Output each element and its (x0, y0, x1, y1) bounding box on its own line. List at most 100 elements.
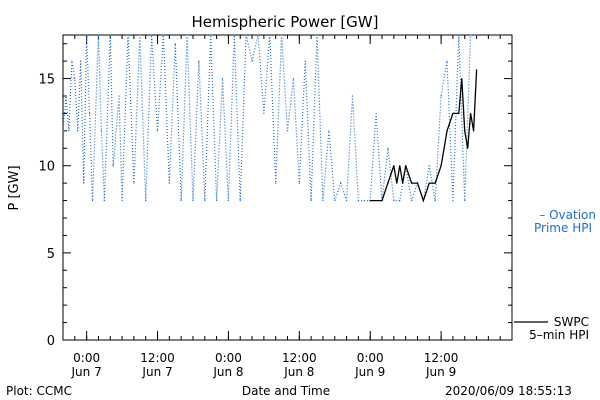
y-axis-label: P [GW] (7, 165, 22, 210)
ovation-prime-point (71, 60, 73, 62)
ovation-prime-point (68, 130, 70, 132)
ovation-prime-point (310, 199, 312, 202)
ovation-prime-point (304, 60, 306, 62)
swpc-point (434, 182, 436, 184)
swpc-point (402, 182, 404, 184)
ovation-prime-point (221, 77, 224, 80)
swpc-point (428, 182, 430, 184)
ovation-prime-point (168, 182, 170, 184)
ovation-prime-point (109, 34, 111, 36)
swpc-point (387, 182, 389, 184)
y-tick-label: 10 (38, 160, 55, 175)
ovation-prime-point (434, 199, 436, 202)
ovation-prime-point (292, 77, 295, 80)
ovation-prime-point (204, 199, 206, 202)
x-tick-date-label: Jun 9 (425, 365, 456, 379)
swpc-line (370, 69, 478, 203)
ovation-prime-point (100, 130, 103, 132)
ovation-prime-point (446, 60, 448, 62)
ovation-prime-point (375, 112, 377, 115)
ovation-prime-point (127, 34, 129, 36)
ovation-prime-point (192, 199, 194, 202)
ovation-prime-point (121, 199, 123, 202)
ovation-prime-point (458, 34, 460, 36)
ovation-prime-point (269, 34, 271, 36)
ovation-prime-point (452, 199, 454, 202)
ovation-prime-point (133, 182, 135, 184)
swpc-point (458, 112, 460, 115)
ovation-prime-point (91, 199, 94, 202)
ovation-prime-point (322, 199, 324, 202)
ovation-prime-point (77, 130, 79, 132)
x-tick-date-label: Jun 8 (212, 365, 243, 379)
ovation-prime-point (345, 199, 348, 202)
x-tick-time-label: 12:00 (140, 351, 175, 365)
swpc-point (399, 165, 401, 167)
ovation-prime-point (239, 199, 241, 202)
ovation-prime-point (351, 95, 354, 97)
ovation-prime-point (139, 34, 141, 36)
swpc-point (461, 77, 463, 80)
x-tick-date-label: Jun 8 (283, 365, 314, 379)
swpc-point (410, 182, 413, 184)
x-tick-time-label: 0:00 (357, 351, 384, 365)
ovation-prime-point (316, 34, 318, 36)
ovation-prime-point (227, 199, 230, 202)
x-tick-time-label: 12:00 (282, 351, 317, 365)
y-tick-label: 15 (38, 73, 55, 88)
ovation-prime-line (62, 34, 477, 202)
ovation-prime-point (251, 60, 253, 62)
swpc-point (446, 130, 448, 132)
x-tick-date-label: Jun 7 (141, 365, 172, 379)
x-tick-time-label: 12:00 (424, 351, 459, 365)
ovation-prime-point (216, 199, 218, 202)
x-tick-time-label: 0:00 (73, 351, 100, 365)
ovation-prime-point (387, 147, 389, 149)
ovation-prime-point (464, 199, 466, 202)
ovation-prime-point (410, 199, 413, 202)
ovation-prime-point (428, 165, 430, 167)
ovation-prime-point (363, 199, 365, 202)
ovation-prime-point (156, 130, 159, 132)
swpc-point (393, 165, 395, 167)
plot-credit: Plot: CCMC (6, 384, 72, 398)
ovation-prime-point (86, 34, 88, 36)
plot-frame (62, 34, 513, 341)
ovation-prime-point (83, 182, 85, 184)
ovation-prime-point (440, 95, 442, 97)
swpc-point (416, 182, 419, 184)
ovation-prime-point (162, 34, 165, 36)
ovation-prime-point (80, 60, 82, 62)
ovation-prime-point (174, 43, 176, 45)
ovation-prime-point (334, 199, 336, 202)
swpc-point (467, 147, 469, 149)
swpc-point (475, 69, 478, 71)
ovation-prime-point (210, 34, 212, 36)
x-axis-label: Date and Time (242, 384, 330, 398)
plot-timestamp: 2020/06/09 18:55:13 (445, 384, 572, 398)
ovation-prime-point (88, 112, 91, 115)
swpc-point (440, 165, 442, 167)
ovation-prime-point (393, 199, 395, 202)
swpc-point (422, 199, 424, 202)
legend-ovation-line1: – Ovation (539, 208, 596, 222)
ovation-prime-point (280, 34, 283, 36)
swpc-point (464, 130, 466, 132)
ovation-prime-point (97, 34, 100, 36)
swpc-point (369, 199, 371, 202)
legend-ovation-line2: Prime HPI (534, 221, 592, 235)
x-tick-time-label: 0:00 (215, 351, 242, 365)
swpc-point (443, 147, 445, 149)
ovation-prime-point (103, 199, 105, 202)
ovation-prime-point (62, 130, 64, 132)
ovation-prime-point (180, 199, 182, 202)
ovation-prime-point (298, 182, 300, 184)
ovation-prime-point (245, 34, 247, 36)
ovation-prime-point (263, 112, 265, 115)
ovation-prime-point (186, 34, 188, 36)
ovation-prime-point (198, 60, 200, 62)
swpc-point (470, 112, 472, 115)
ovation-prime-point (65, 95, 67, 97)
chart-title: Hemispheric Power [GW] (192, 13, 379, 31)
ovation-prime-point (275, 182, 277, 184)
